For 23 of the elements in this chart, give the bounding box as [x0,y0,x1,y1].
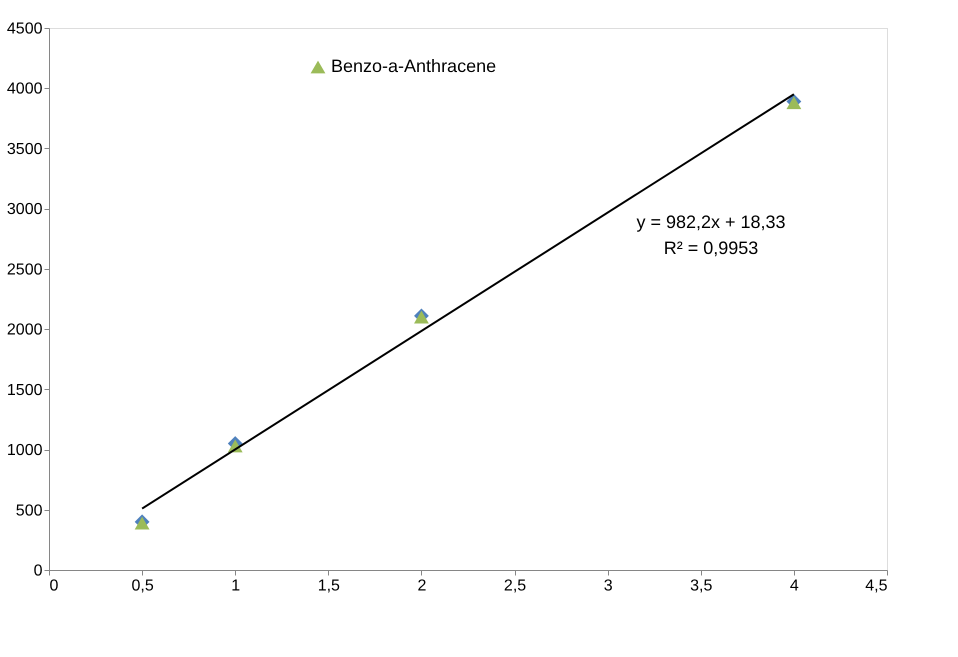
y-tick-label: 3500 [6,140,43,158]
y-tick-label: 1500 [6,382,43,399]
y-tick-label: 3000 [6,201,43,218]
x-tick-label: 4,5 [865,578,888,594]
y-tick-label: 4500 [6,20,43,38]
x-tick-label: 0,5 [131,578,154,594]
y-tick-label: 0 [34,562,43,580]
y-tick-label: 4000 [6,80,43,98]
y-tick-label: 2500 [6,261,43,278]
x-tick-label: 0 [50,578,58,594]
y-tick-label: 1000 [6,442,43,460]
y-tick-label: 500 [16,502,43,520]
x-tick-label: 3,5 [690,578,712,594]
x-tick-label: 1,5 [318,578,340,594]
y-tick-label: 2000 [6,322,43,339]
annotation: y = 982,2x + 18,33 [636,212,786,232]
x-tick-label: 1 [231,578,240,594]
x-tick-label: 2 [417,578,426,594]
legend-label: Benzo-a-Anthracene [331,56,496,76]
annotation: R² = 0,9953 [664,238,758,258]
x-tick-label: 4 [790,578,799,594]
x-tick-label: 3 [604,578,613,594]
x-tick-label: 2,5 [504,578,526,594]
